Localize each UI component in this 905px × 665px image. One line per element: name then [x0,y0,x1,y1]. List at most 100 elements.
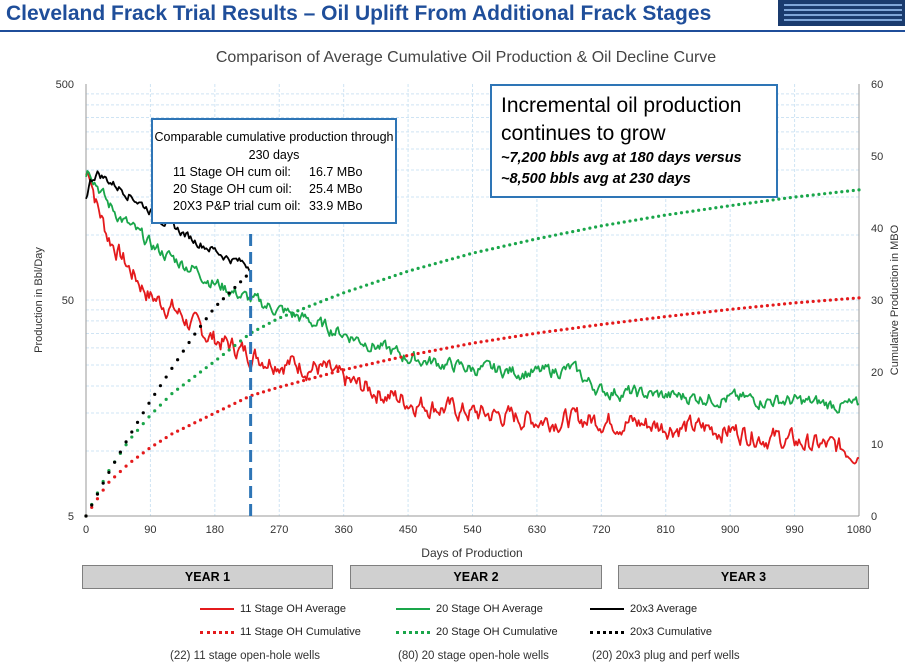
series-point [158,439,163,443]
series-point [708,310,712,314]
series-point [181,426,185,430]
series-point [221,352,226,357]
chart-title: Comparison of Average Cumulative Oil Pro… [216,49,716,66]
series-point [193,421,197,425]
series-point [113,460,117,464]
series-point [473,250,477,255]
series-point [817,299,821,303]
y-tick-label: 500 [56,79,74,91]
callout-headline: Incremental oil production continues to … [492,86,776,148]
series-point [622,320,626,324]
series-point [496,337,500,341]
series-point [204,415,208,419]
series-point [130,435,134,439]
y-axis-label: Production in Bbl/Day [33,247,45,353]
y2-tick-label: 50 [871,151,883,163]
series-point [124,440,128,444]
series-point [90,505,94,509]
series-point [788,196,792,200]
incremental-oil-callout: Incremental oil production continues to … [490,84,778,198]
series-point [147,401,151,405]
series-point [674,211,678,216]
series-point [330,295,334,299]
series-point [261,390,266,394]
callout-detail-line1: ~7,200 bbls avg at 180 days versus [501,150,742,166]
series-point [656,214,661,218]
series-point [777,197,781,201]
series-point [393,356,397,360]
series-point [158,384,163,388]
series-point [164,375,168,379]
legend-item: 20 Stage OH Cumulative [396,626,558,638]
x-tick-label: 990 [785,524,803,536]
series-point [84,514,88,518]
series-point [571,230,575,234]
x-tick-label: 0 [83,524,89,536]
series-point [410,353,414,357]
series-point [771,303,775,307]
callout-row-value: 25.4 MBo [309,182,363,196]
series-point [473,341,477,345]
series-point [513,334,518,339]
series-point [233,285,237,290]
series-point [433,262,437,266]
legend-label: 20x3 Average [630,603,698,615]
series-point [210,361,214,365]
series-point [582,325,586,329]
series-point [714,309,718,313]
series-point [748,305,752,309]
series-point [754,200,758,204]
series-point [410,268,414,272]
series-point [301,306,306,311]
series-point [519,240,523,244]
series-point [210,309,214,313]
series-point [845,297,850,301]
series-point [439,347,443,351]
series-point [622,220,626,224]
series-point [405,354,409,358]
legend-swatch [590,630,624,634]
series-point [519,333,523,338]
series-point [193,332,197,336]
series-point [691,209,695,213]
series-point [261,324,266,328]
x-tick-label: 270 [270,524,288,536]
series-point [840,297,844,301]
legend-label: 20x3 Cumulative [630,626,712,638]
series-point [307,377,311,381]
series-point [364,283,369,287]
series-point [181,349,185,353]
series-point [130,430,134,434]
series-point [107,470,111,475]
series-point [141,422,145,426]
series-point [828,191,832,195]
series-point [765,304,769,308]
series-point [599,322,603,327]
series-point [788,301,792,305]
series-point [794,301,798,305]
series-point [124,464,128,468]
series-point [794,195,798,199]
series-point [90,503,94,507]
series-point [176,358,180,362]
series-point [490,247,495,251]
series-point [811,193,815,197]
series-point [239,339,243,343]
series-point [634,318,638,322]
series-point [135,455,140,459]
series-point [445,346,449,350]
series-point [611,321,615,325]
series-point [777,302,781,307]
cumulative-comparison-callout: Comparable cumulative production through… [151,118,397,224]
series-point [387,358,392,362]
series-point [702,310,707,314]
series-point [359,364,363,368]
series-point [702,207,707,212]
series-point [342,291,346,295]
series-point [307,304,311,308]
series-point [531,238,535,242]
callout-row-value: 33.9 MBo [309,199,363,213]
series-point [490,338,495,342]
series-point [531,332,535,336]
series-point [645,216,649,220]
